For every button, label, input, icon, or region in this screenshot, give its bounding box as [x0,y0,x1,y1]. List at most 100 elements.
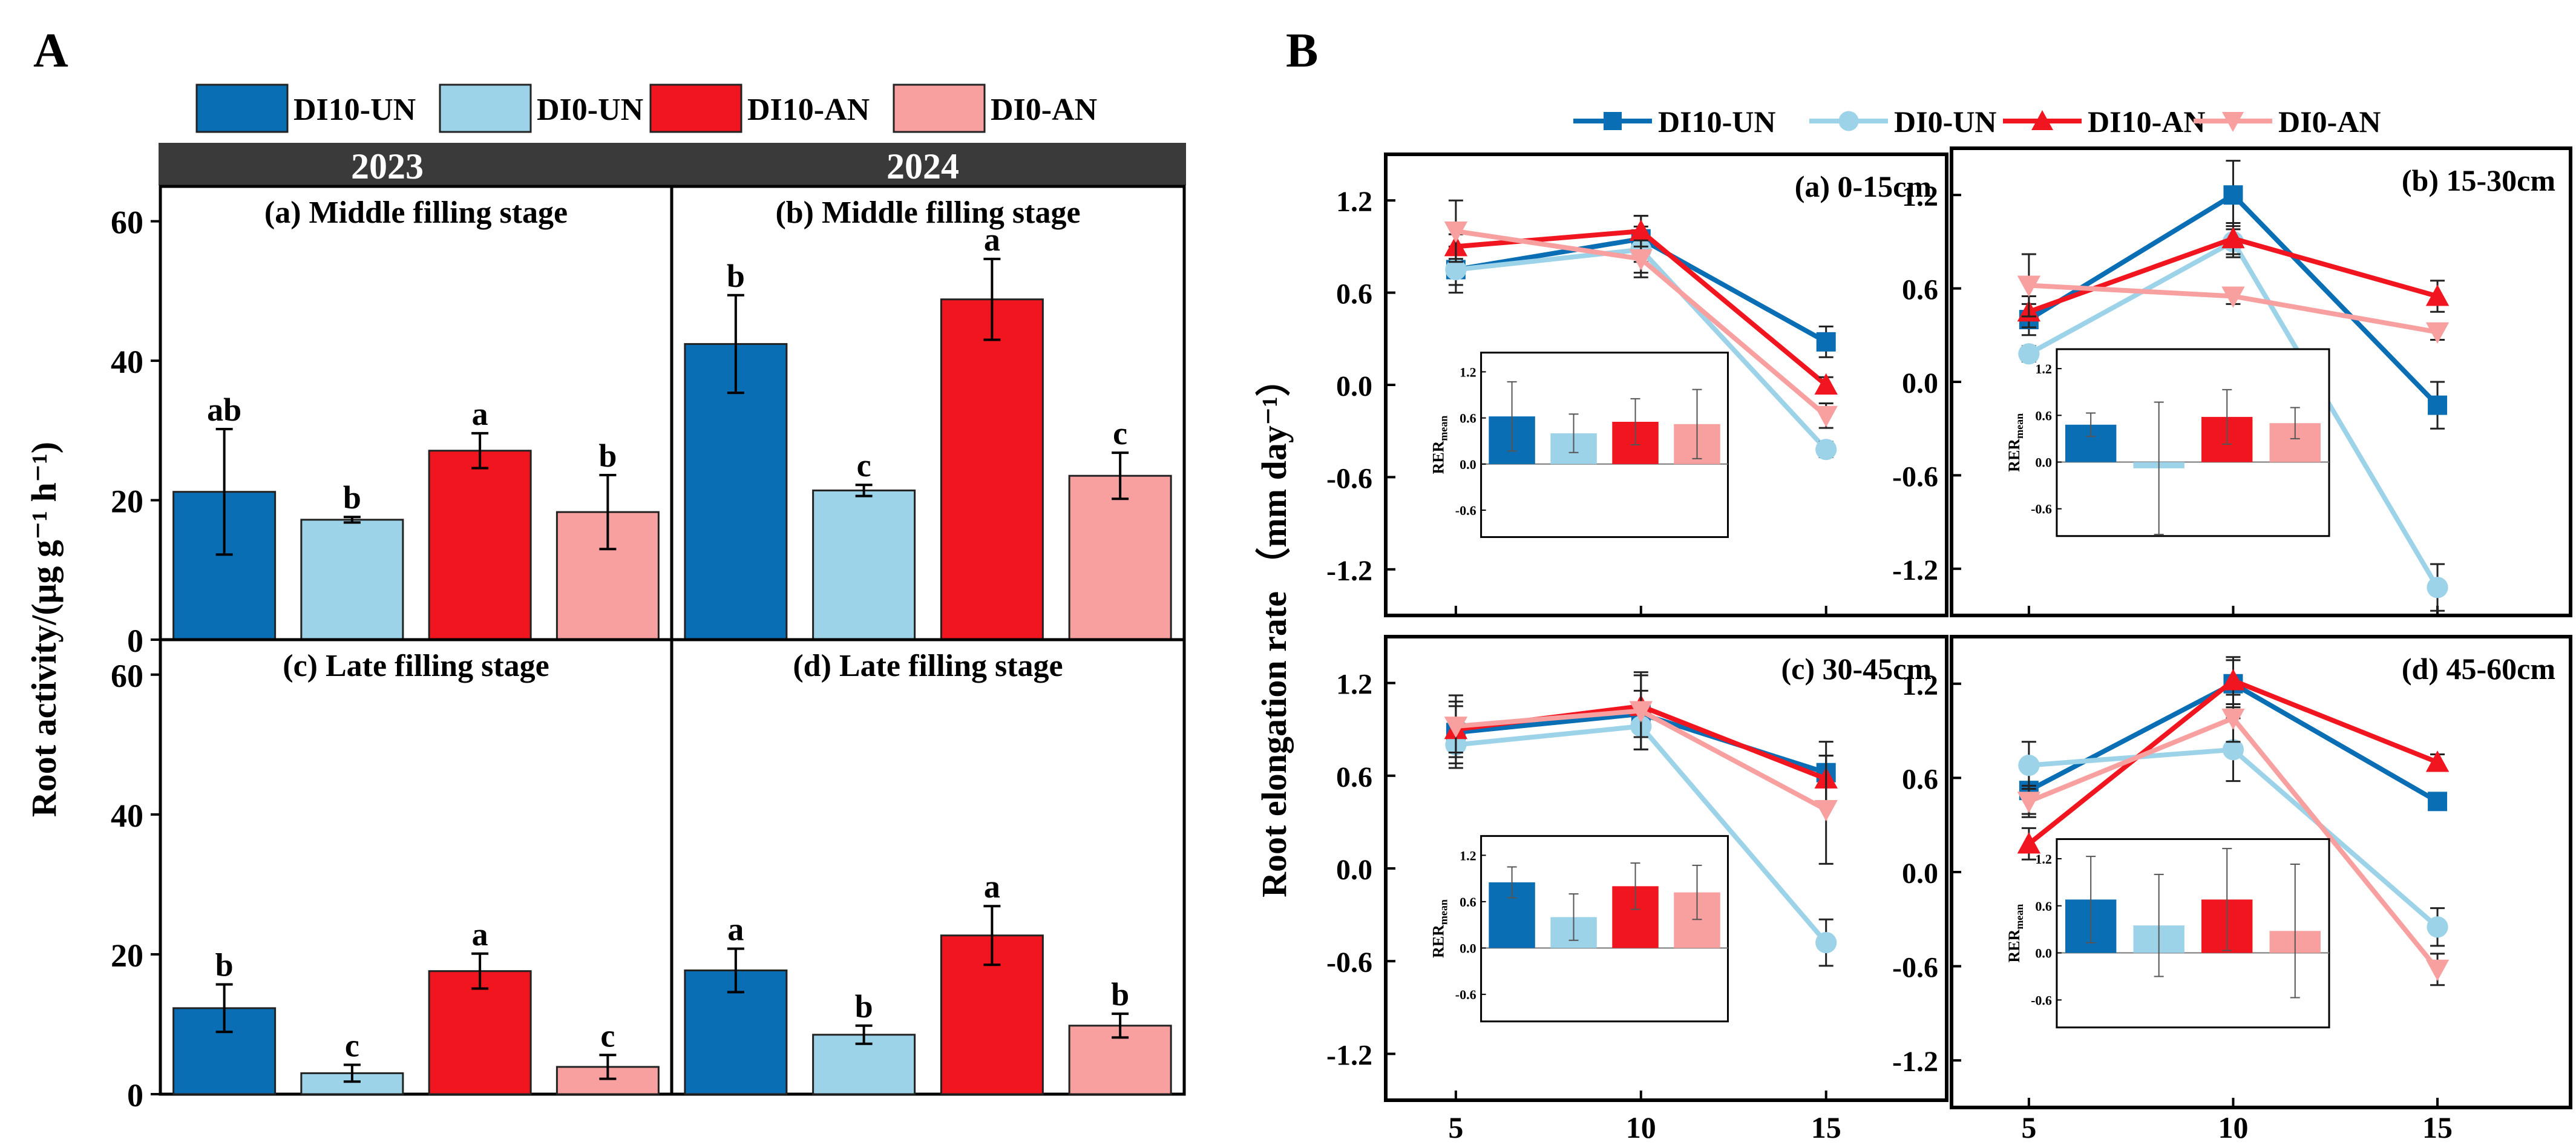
line-panel-title: (a) 0-15cm [1795,169,1932,203]
marker-circle [1838,111,1859,131]
legend-b-label-di10-un: DI10-UN [1658,105,1775,139]
significance-letter: a [984,868,1000,905]
bar [428,450,532,641]
marker-triangle [2425,284,2450,306]
x-tick-label: 15 [1811,1111,1841,1144]
marker-triangle-down [1629,701,1653,723]
significance-letter: c [345,1027,359,1063]
marker-triangle-down [1814,405,1838,427]
y-tick-label: -1.2 [1326,1039,1372,1071]
marker-triangle [2425,750,2450,772]
inset-y-tick-label: -0.6 [1455,503,1476,518]
marker-triangle-down [1814,799,1838,822]
inset-y-tick-label: 1.2 [1460,364,1476,379]
y-tick-label: 60 [111,658,143,694]
significance-letter: b [343,479,361,516]
marker-square [2428,395,2448,415]
marker-triangle-down [1629,249,1653,271]
inset-y-tick-label: -0.6 [2031,502,2052,517]
marker-triangle-down [2425,959,2450,981]
bar [812,489,916,641]
significance-letter: ab [207,392,241,428]
marker-circle [2427,916,2448,938]
inset-y-tick-label: -0.6 [2031,992,2052,1008]
y-tick-label: 0.0 [1336,370,1372,402]
bar-panel-title: (a) Middle filling stage [264,195,568,230]
inset-y-tick-label: 0.0 [1460,457,1476,472]
inset-y-tick-label: -0.6 [1455,987,1476,1002]
legend-a-label-di10-un: DI10-UN [293,93,416,127]
inset-y-tick-label: 0.6 [2035,408,2052,423]
year-label-2023: 2023 [351,146,424,186]
legend-a-swatch-di0-an [893,84,986,133]
inset-y-tick-label: 0.0 [2035,946,2052,961]
marker-triangle-down [1444,221,1468,243]
x-tick-label: 10 [2218,1111,2248,1144]
y-tick-label: 1.2 [1902,180,1938,212]
marker-triangle-down [1444,717,1468,738]
y-tick-label: 1.2 [1336,669,1372,701]
marker-circle [1815,931,1837,954]
year-label-2024: 2024 [887,146,959,186]
y-tick-label: 20 [111,937,143,974]
marker-square [1816,332,1836,352]
y-tick-label: 60 [111,205,143,241]
marker-circle [1445,258,1467,281]
y-tick-label: -1.2 [1326,555,1372,587]
marker-square [1604,112,1622,130]
line-panel-title: (c) 30-45cm [1781,652,1932,686]
y-tick-label: 0.6 [1902,763,1938,795]
marker-circle [2018,755,2040,776]
significance-letter: c [1113,415,1127,451]
bar-panel-title: (d) Late filling stage [793,649,1063,683]
marker-circle [1815,439,1837,461]
line-panel-title: (d) 45-60cm [2402,652,2555,686]
x-tick-label: 10 [1626,1111,1656,1144]
marker-triangle [2017,832,2041,854]
y-tick-label: 0.6 [1336,761,1372,793]
legend-b-label-di10-an: DI10-AN [2088,105,2205,139]
y-tick-label: -0.6 [1892,461,1938,493]
bar [300,519,404,641]
legend-a-swatch-di10-un [195,84,289,133]
marker-triangle [2221,669,2245,691]
inset-y-tick-label: 1.2 [2035,361,2052,376]
y-tick-label: 0 [127,623,143,659]
marker-circle [2222,739,2244,761]
inset-ylabel: RERmean [2005,904,2025,963]
legend-a-swatch-di0-un [439,84,532,133]
significance-letter: b [727,258,745,294]
x-tick-label: 15 [2422,1111,2453,1144]
y-tick-label: 1.2 [1336,186,1372,218]
marker-triangle-down [2017,792,2041,813]
marker-square [2223,185,2243,205]
inset-y-tick-label: 0.6 [2035,899,2052,914]
marker-triangle-down [2425,322,2450,344]
significance-letter: b [855,988,873,1025]
bar-panel-title: (b) Middle filling stage [775,195,1080,230]
legend-a-swatch-di10-an [649,84,742,133]
inset-y-tick-label: 0.0 [2035,455,2052,470]
inset-y-tick-label: 1.2 [1460,848,1476,863]
marker-triangle [1814,373,1838,395]
x-tick-label: 5 [2021,1111,2036,1144]
panel-a-label: A [33,24,68,77]
panel-b-label: B [1286,24,1318,77]
y-tick-label: 20 [111,484,143,520]
marker-triangle-down [2221,286,2245,308]
inset-ylabel: RERmean [1430,899,1450,958]
x-tick-label: 5 [1448,1111,1463,1144]
marker-triangle [1629,219,1653,241]
y-tick-label: 0.6 [1336,278,1372,310]
significance-letter: a [984,221,1000,258]
marker-triangle [2031,110,2053,130]
significance-letter: b [598,438,617,474]
inset-y-tick-label: 0.6 [1460,411,1476,426]
bar [428,970,532,1095]
marker-triangle-down [2221,708,2245,730]
y-tick-label: -1.2 [1892,554,1938,586]
y-tick-label: -0.6 [1326,462,1372,494]
bar-panel-frame [670,638,1186,1096]
y-tick-label: 40 [111,798,143,834]
